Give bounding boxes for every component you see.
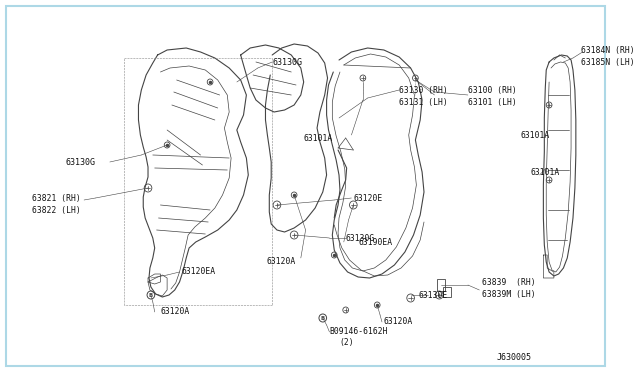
Text: J630005: J630005 xyxy=(497,353,532,362)
Text: 63190EA: 63190EA xyxy=(358,237,392,247)
Text: 63839  (RH): 63839 (RH) xyxy=(483,278,536,286)
Text: B09146-6162H: B09146-6162H xyxy=(330,327,388,337)
Text: 63100 (RH): 63100 (RH) xyxy=(468,86,516,94)
Text: 63130G: 63130G xyxy=(65,157,95,167)
Text: 63130G: 63130G xyxy=(272,58,302,67)
Text: 63120E: 63120E xyxy=(353,193,383,202)
Bar xyxy=(443,287,451,297)
Bar xyxy=(437,279,445,291)
Text: B: B xyxy=(148,293,153,298)
Text: 63101A: 63101A xyxy=(303,134,332,142)
Text: 63130 (RH): 63130 (RH) xyxy=(399,86,448,94)
Text: 63101A: 63101A xyxy=(530,167,559,176)
Text: 63822 (LH): 63822 (LH) xyxy=(33,205,81,215)
Text: 63184N (RH): 63184N (RH) xyxy=(580,45,634,55)
Text: (2): (2) xyxy=(339,337,354,346)
Text: 63130E: 63130E xyxy=(419,291,447,299)
Text: 63120A: 63120A xyxy=(384,317,413,327)
Text: 63120A: 63120A xyxy=(267,257,296,266)
Text: 63120EA: 63120EA xyxy=(182,267,216,276)
Text: 63839M (LH): 63839M (LH) xyxy=(483,289,536,298)
Text: B: B xyxy=(321,316,325,321)
Text: 63185N (LH): 63185N (LH) xyxy=(580,58,634,67)
Text: 63120A: 63120A xyxy=(161,308,189,317)
Text: 63101A: 63101A xyxy=(520,131,550,140)
Text: 63101 (LH): 63101 (LH) xyxy=(468,97,516,106)
Text: 63130G: 63130G xyxy=(346,234,375,243)
Text: 63131 (LH): 63131 (LH) xyxy=(399,97,448,106)
Text: 63821 (RH): 63821 (RH) xyxy=(33,193,81,202)
